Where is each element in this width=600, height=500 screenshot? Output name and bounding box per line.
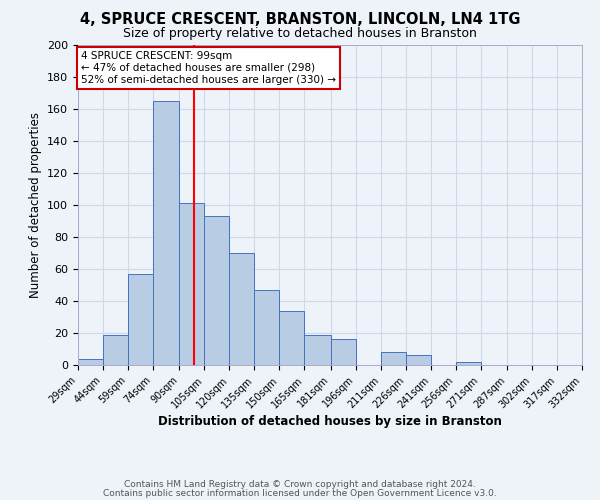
Bar [229, 253, 254, 365]
Text: Contains HM Land Registry data © Crown copyright and database right 2024.: Contains HM Land Registry data © Crown c… [124, 480, 476, 489]
Bar [406, 356, 431, 365]
Bar [78, 358, 103, 365]
X-axis label: Distribution of detached houses by size in Branston: Distribution of detached houses by size … [158, 415, 502, 428]
Bar [179, 204, 205, 365]
Bar [455, 362, 481, 365]
Bar [205, 216, 229, 365]
Bar [254, 290, 279, 365]
Bar [103, 334, 128, 365]
Bar [331, 340, 356, 365]
Y-axis label: Number of detached properties: Number of detached properties [29, 112, 41, 298]
Bar [304, 334, 331, 365]
Bar [153, 101, 179, 365]
Bar [381, 352, 406, 365]
Text: 4 SPRUCE CRESCENT: 99sqm
← 47% of detached houses are smaller (298)
52% of semi-: 4 SPRUCE CRESCENT: 99sqm ← 47% of detach… [82, 52, 337, 84]
Text: Contains public sector information licensed under the Open Government Licence v3: Contains public sector information licen… [103, 488, 497, 498]
Bar [128, 274, 153, 365]
Bar [279, 310, 304, 365]
Text: 4, SPRUCE CRESCENT, BRANSTON, LINCOLN, LN4 1TG: 4, SPRUCE CRESCENT, BRANSTON, LINCOLN, L… [80, 12, 520, 28]
Text: Size of property relative to detached houses in Branston: Size of property relative to detached ho… [123, 28, 477, 40]
